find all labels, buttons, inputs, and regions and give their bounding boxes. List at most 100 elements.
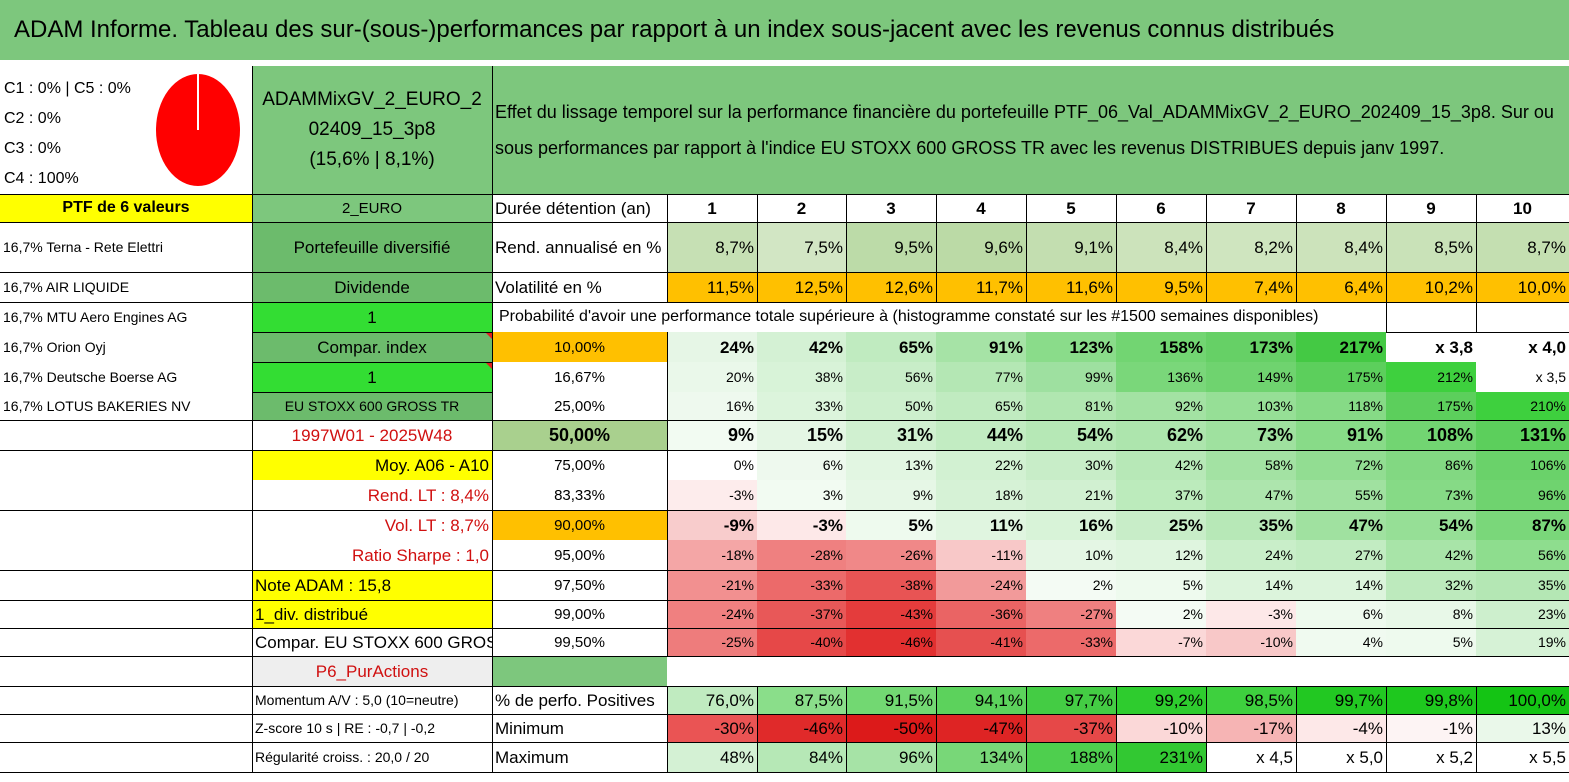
min-cell-10: 13% [1476, 714, 1569, 742]
prob-cell-r7-y6: 12% [1116, 540, 1206, 570]
prob-cell-r9-y5: -27% [1026, 600, 1116, 628]
grid-vline-col3-top [667, 194, 668, 302]
year-header-3: 3 [886, 198, 896, 218]
max-label: Maximum [495, 747, 569, 767]
report-title: ADAM Informe. Tableau des sur-(sous-)per… [0, 0, 1569, 60]
rend-cell-7: 8,2% [1206, 222, 1296, 272]
prob-cell-r5-y10: 96% [1476, 480, 1569, 510]
max-cell-6: 231% [1116, 742, 1206, 772]
class-line-3: C3 : 0% [4, 140, 61, 157]
category-fill [492, 656, 667, 686]
prob-cell-r1-y10: x 3,5 [1476, 362, 1569, 392]
portfolio-box: ADAMMixGV_2_EURO_202409_15_3p8 (15,6% | … [252, 66, 492, 194]
category: P6_PurActions [252, 656, 492, 686]
prob-cell-r10-y10: 19% [1476, 628, 1569, 656]
grid-hline-mid-2 [252, 392, 492, 393]
prob-cell-r5-y2: 3% [757, 480, 846, 510]
prob-percentile-3: 50,00% [492, 420, 667, 450]
grid-hline-12 [0, 714, 1569, 715]
max-cell-5: 188% [1026, 742, 1116, 772]
class-line-2: C2 : 0% [4, 110, 61, 127]
grid-vline-year-bottom-3 [936, 686, 937, 772]
min-cell-8: -4% [1296, 714, 1386, 742]
description: Effet du lissage temporel sur la perform… [492, 66, 1569, 194]
prob-cell-r4-y8: 72% [1296, 450, 1386, 480]
prob-percentile-0: 10,00% [492, 332, 667, 362]
prob-cell-r10-y8: 4% [1296, 628, 1386, 656]
prob-percentile-6: 90,00% [492, 510, 667, 540]
prob-cell-r8-y7: 14% [1206, 570, 1296, 600]
grid-hline-7 [0, 570, 1569, 571]
grid-hline-13 [0, 742, 1569, 743]
pos-cell-4: 94,1% [936, 686, 1026, 714]
pos-cell-2: 87,5% [757, 686, 846, 714]
rend-cell-1: 8,7% [667, 222, 757, 272]
pos-cell-3: 91,5% [846, 686, 936, 714]
prob-cell-r1-y2: 38% [757, 362, 846, 392]
year-header-9: 9 [1426, 198, 1436, 218]
grid-vline-year-top-6 [1206, 194, 1207, 302]
prob-percentile-7: 95,00% [492, 540, 667, 570]
prob-percentile-5: 83,33% [492, 480, 667, 510]
grid-hline-11 [0, 686, 1569, 687]
grid-vline-col3-bottom [667, 686, 668, 772]
prob-cell-r1-y1: 20% [667, 362, 757, 392]
prob-cell-r3-y6: 62% [1116, 420, 1206, 450]
prob-cell-r6-y1: -9% [667, 510, 757, 540]
prob-cell-r5-y3: 9% [846, 480, 936, 510]
prob-cell-r1-y4: 77% [936, 362, 1026, 392]
prob-cell-r7-y9: 42% [1386, 540, 1476, 570]
year-header-6: 6 [1156, 198, 1166, 218]
flag-2: 1 [252, 362, 492, 392]
vol-cell-8: 6,4% [1296, 272, 1386, 302]
pos-cell-10: 100,0% [1476, 686, 1569, 714]
prob-cell-r6-y6: 25% [1116, 510, 1206, 540]
grid-hline-3 [0, 302, 1569, 303]
prob-cell-r8-y6: 5% [1116, 570, 1206, 600]
prob-cell-r10-y6: -7% [1116, 628, 1206, 656]
min-cell-7: -17% [1206, 714, 1296, 742]
min-cell-5: -37% [1026, 714, 1116, 742]
prob-cell-r2-y6: 92% [1116, 392, 1206, 420]
prob-cell-r6-y2: -3% [757, 510, 846, 540]
grid-hline-right [1386, 332, 1569, 333]
max-cell-1: 48% [667, 742, 757, 772]
classes-box: C1 : 0% | C5 : 0% C2 : 0% C3 : 0% C4 : 1… [0, 66, 252, 194]
probability-label: Probabilité d'avoir une performance tota… [499, 308, 1319, 325]
prob-cell-r9-y7: -3% [1206, 600, 1296, 628]
prob-cell-r10-y1: -25% [667, 628, 757, 656]
prob-cell-r1-y6: 136% [1116, 362, 1206, 392]
prob-cell-r7-y3: -26% [846, 540, 936, 570]
moyenne-label: Moy. A06 - A10 [252, 450, 492, 480]
prob-cell-r2-y4: 65% [936, 392, 1026, 420]
prob-cell-r4-y6: 42% [1116, 450, 1206, 480]
prob-cell-r8-y5: 2% [1026, 570, 1116, 600]
max-cell-8: x 5,0 [1296, 742, 1386, 772]
prob-cell-r9-y3: -43% [846, 600, 936, 628]
grid-vline-col2 [492, 66, 493, 772]
vol-cell-7: 7,4% [1206, 272, 1296, 302]
vol-cell-1: 11,5% [667, 272, 757, 302]
rend-cell-8: 8,4% [1296, 222, 1386, 272]
rend-cell-2: 7,5% [757, 222, 846, 272]
comment-marker-2 [485, 362, 492, 369]
grid-hline-8 [0, 600, 1569, 601]
prob-cell-r2-y10: 210% [1476, 392, 1569, 420]
grid-hline-14 [0, 772, 1569, 773]
prob-cell-r3-y3: 31% [846, 420, 936, 450]
prob-cell-r6-y10: 87% [1476, 510, 1569, 540]
prob-cell-r0-y2: 42% [757, 332, 846, 362]
prob-cell-r7-y7: 24% [1206, 540, 1296, 570]
grid-vline-year-top-7 [1296, 194, 1297, 302]
prob-cell-r10-y7: -10% [1206, 628, 1296, 656]
prob-cell-r9-y9: 8% [1386, 600, 1476, 628]
grid-hline-0 [0, 194, 1569, 195]
prob-cell-r6-y9: 54% [1386, 510, 1476, 540]
year-header-2: 2 [796, 198, 807, 218]
year-header-5: 5 [1066, 198, 1076, 218]
prob-cell-r7-y10: 56% [1476, 540, 1569, 570]
prob-cell-r3-y7: 73% [1206, 420, 1296, 450]
prob-cell-r9-y4: -36% [936, 600, 1026, 628]
prob-cell-r5-y4: 18% [936, 480, 1026, 510]
